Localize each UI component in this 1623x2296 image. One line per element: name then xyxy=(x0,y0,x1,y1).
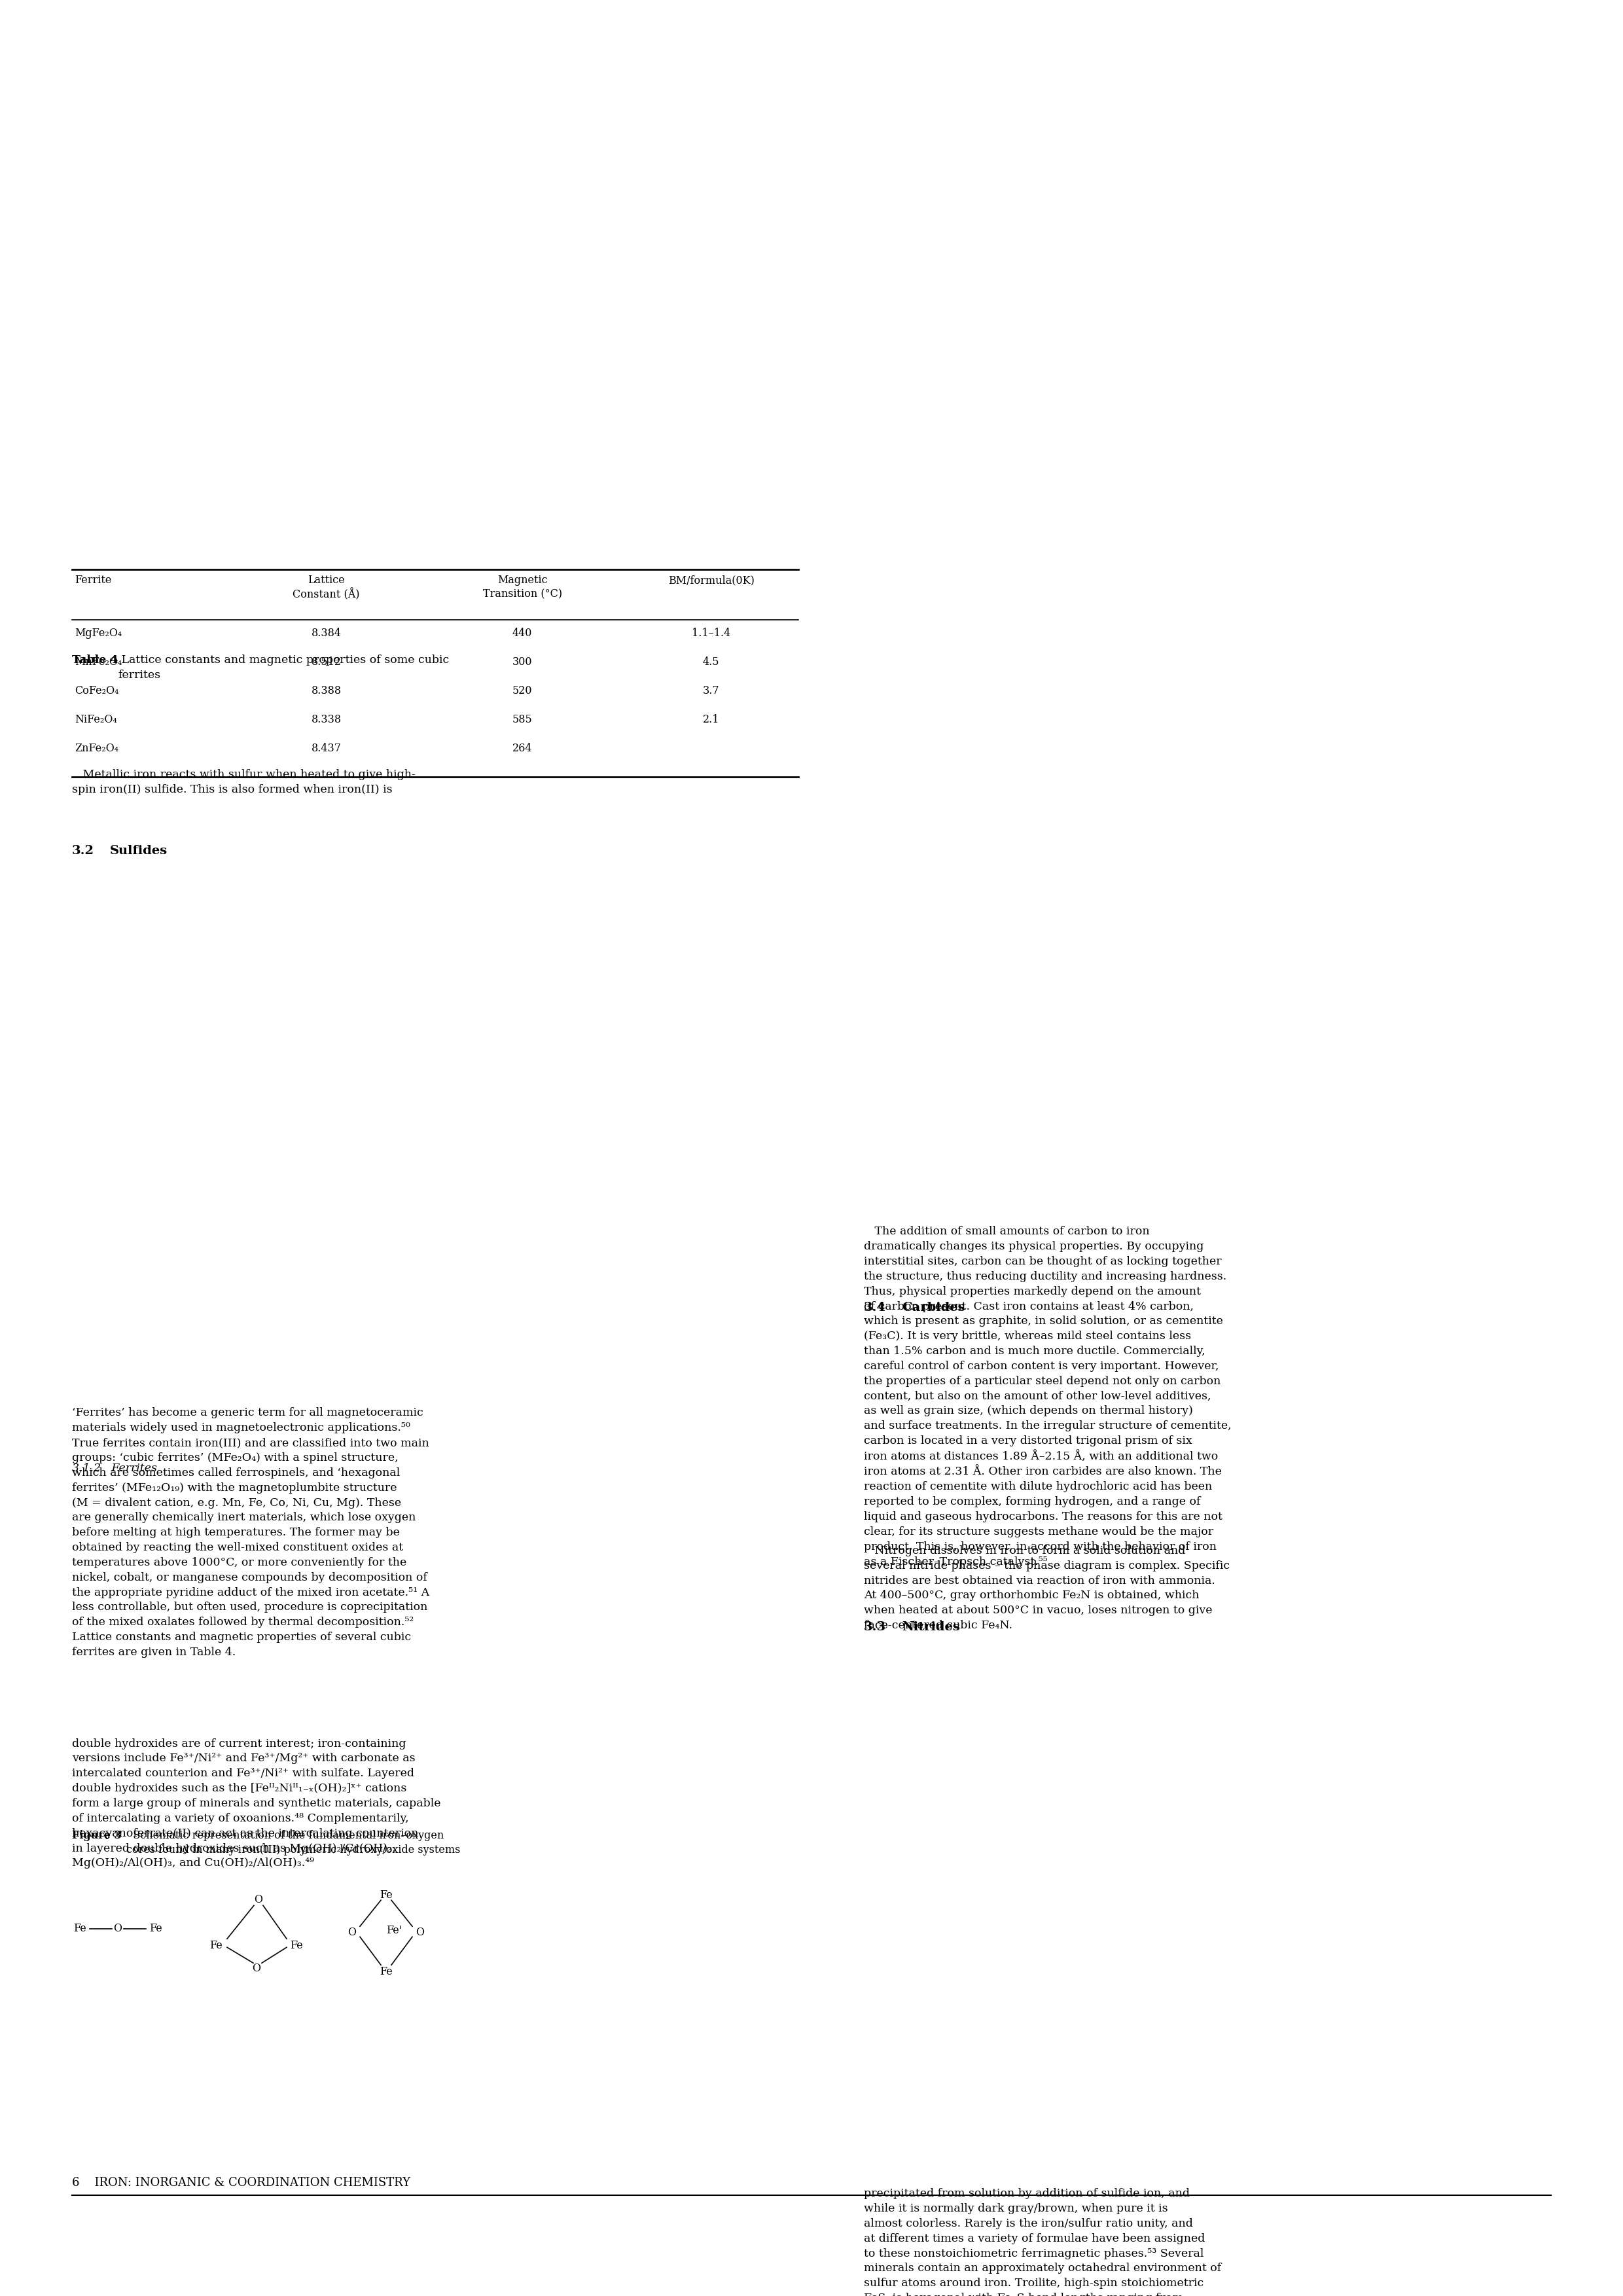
Text: NiFe₂O₄: NiFe₂O₄ xyxy=(75,714,117,726)
Text: Fe: Fe xyxy=(149,1924,162,1933)
Text: Sulfides: Sulfides xyxy=(110,845,167,856)
Text: O: O xyxy=(347,1926,357,1938)
Text: Fe: Fe xyxy=(209,1940,222,1952)
Text: ‘Ferrites’ has become a generic term for all magnetoceramic
materials widely use: ‘Ferrites’ has become a generic term for… xyxy=(71,1407,430,1658)
Text: Lattice
Constant (Å): Lattice Constant (Å) xyxy=(292,574,360,602)
Text: The addition of small amounts of carbon to iron
dramatically changes its physica: The addition of small amounts of carbon … xyxy=(863,1226,1232,1568)
Text: double hydroxides are of current interest; iron-containing
versions include Fe³⁺: double hydroxides are of current interes… xyxy=(71,1738,441,1869)
Text: 8.437: 8.437 xyxy=(312,744,341,755)
Text: CoFe₂O₄: CoFe₂O₄ xyxy=(75,687,118,696)
Text: 3.1.2   Ferrites: 3.1.2 Ferrites xyxy=(71,1463,157,1474)
Text: 8.384: 8.384 xyxy=(312,629,341,638)
Text: Lattice constants and magnetic properties of some cubic
ferrites: Lattice constants and magnetic propertie… xyxy=(118,654,450,680)
Text: Figure 3: Figure 3 xyxy=(71,1830,122,1841)
Text: 520: 520 xyxy=(513,687,532,696)
Text: BM/formula(0K): BM/formula(0K) xyxy=(669,574,755,585)
Text: O: O xyxy=(255,1894,263,1906)
Text: Metallic iron reacts with sulfur when heated to give high-
spin iron(II) sulfide: Metallic iron reacts with sulfur when he… xyxy=(71,769,415,794)
Text: Magnetic
Transition (°C): Magnetic Transition (°C) xyxy=(482,574,562,599)
Text: 300: 300 xyxy=(513,657,532,668)
Text: 585: 585 xyxy=(513,714,532,726)
Text: Carbides: Carbides xyxy=(902,1302,966,1313)
Text: Nitrogen dissolves in iron to form a solid solution and
several nitride phases –: Nitrogen dissolves in iron to form a sol… xyxy=(863,1545,1230,1630)
Text: MnFe₂O₄: MnFe₂O₄ xyxy=(75,657,122,668)
Text: Table 4: Table 4 xyxy=(71,654,118,666)
Text: O: O xyxy=(252,1963,261,1975)
Text: 6    IRON: INORGANIC & COORDINATION CHEMISTRY: 6 IRON: INORGANIC & COORDINATION CHEMIST… xyxy=(71,2177,411,2188)
Text: Fe: Fe xyxy=(380,1965,393,1977)
Text: Fe: Fe xyxy=(291,1940,304,1952)
Text: Ferrite: Ferrite xyxy=(75,574,112,585)
Text: 264: 264 xyxy=(513,744,532,755)
Text: 2.1: 2.1 xyxy=(703,714,719,726)
Text: 3.2: 3.2 xyxy=(71,845,94,856)
Text: Fe: Fe xyxy=(380,1890,393,1901)
Text: MgFe₂O₄: MgFe₂O₄ xyxy=(75,629,122,638)
Text: ZnFe₂O₄: ZnFe₂O₄ xyxy=(75,744,118,755)
Text: 3.7: 3.7 xyxy=(703,687,719,696)
Text: O: O xyxy=(114,1924,122,1933)
Text: precipitated from solution by addition of sulfide ion, and
while it is normally : precipitated from solution by addition o… xyxy=(863,2188,1235,2296)
Text: Fe: Fe xyxy=(73,1924,86,1933)
Text: 4.5: 4.5 xyxy=(703,657,719,668)
Text: Nitrides: Nitrides xyxy=(902,1621,959,1632)
Text: 440: 440 xyxy=(513,629,532,638)
Text: 3.4: 3.4 xyxy=(863,1302,886,1313)
Text: Schematic representation of the fundamental iron–oxygen
cores found in many iron: Schematic representation of the fundamen… xyxy=(127,1830,461,1855)
Text: 8.338: 8.338 xyxy=(312,714,341,726)
Text: 8.512: 8.512 xyxy=(312,657,341,668)
Text: O: O xyxy=(415,1926,424,1938)
Text: 3.3: 3.3 xyxy=(863,1621,886,1632)
Text: Fe': Fe' xyxy=(386,1924,403,1936)
Text: 1.1–1.4: 1.1–1.4 xyxy=(691,629,730,638)
Text: 8.388: 8.388 xyxy=(312,687,341,696)
